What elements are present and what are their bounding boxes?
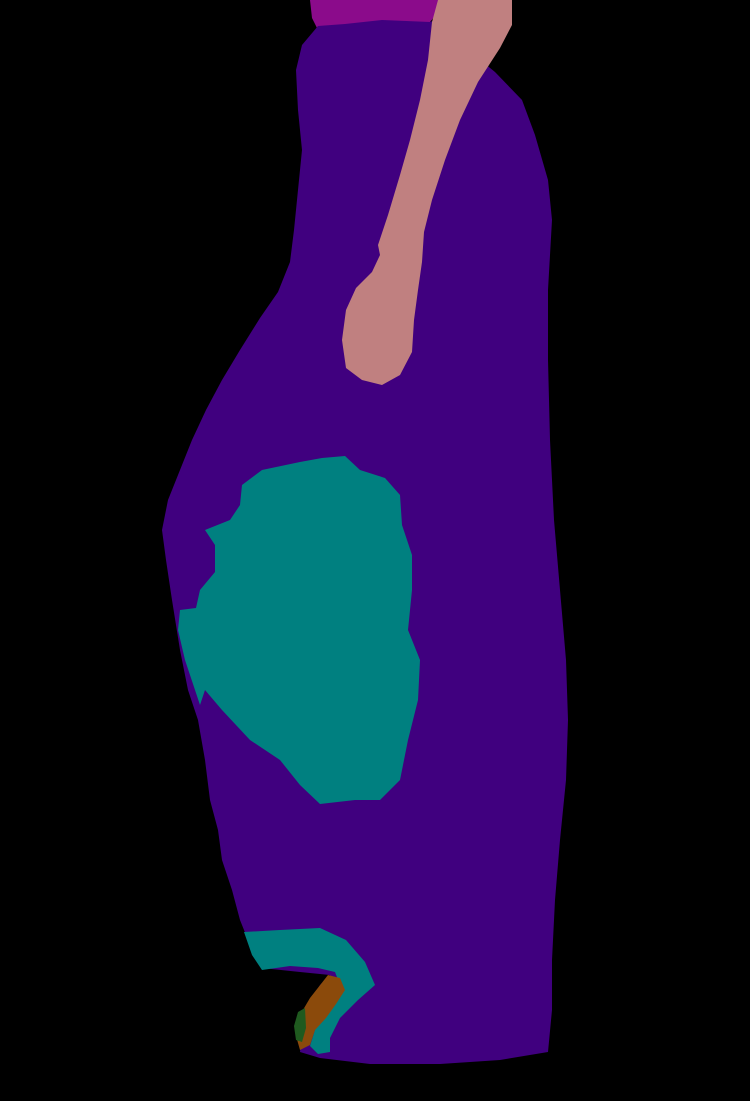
segment-green-sliver — [294, 1008, 306, 1042]
segment-teal-patch — [178, 456, 420, 804]
segment-teal-bottom — [244, 928, 375, 1054]
segment-brown-object — [296, 975, 345, 1050]
segment-top-region — [310, 0, 440, 30]
segment-skin-arm — [342, 0, 512, 385]
